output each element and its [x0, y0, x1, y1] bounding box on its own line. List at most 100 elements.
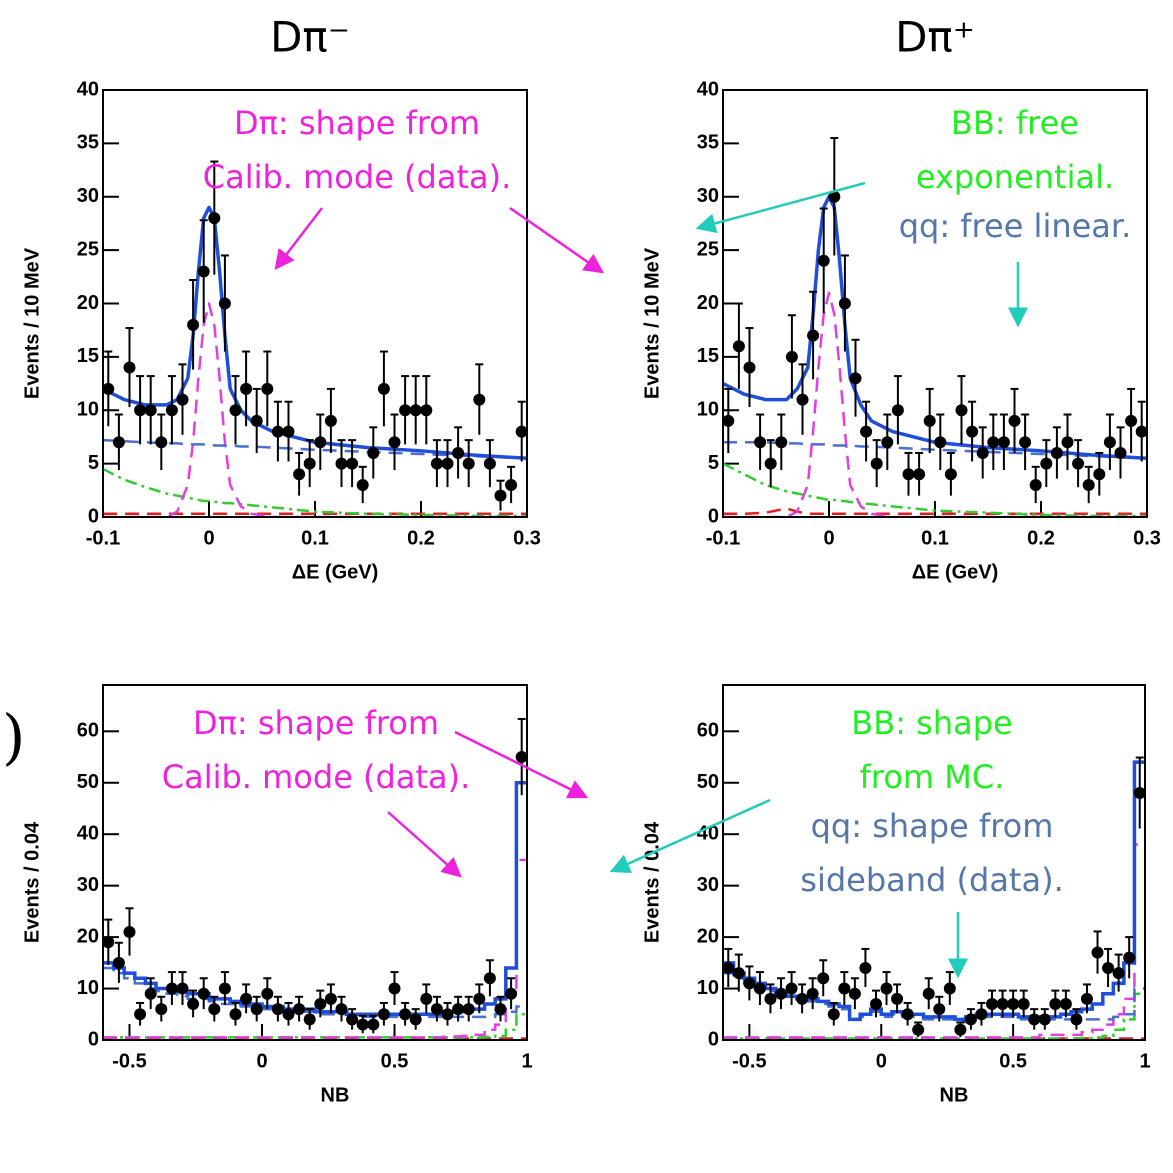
x-tick-label: 0.1 — [921, 527, 949, 549]
y-tick-label: 30 — [77, 185, 99, 207]
y-tick-label: 35 — [697, 132, 719, 154]
data-point — [723, 414, 735, 427]
data-point — [144, 404, 157, 417]
data-point — [764, 457, 777, 470]
data-point — [955, 404, 968, 417]
stray-text: ) — [2, 703, 25, 773]
data-point — [934, 436, 947, 449]
data-point — [1029, 478, 1042, 491]
data-point — [1103, 436, 1116, 449]
data-point — [271, 425, 284, 438]
data-point — [377, 1008, 390, 1021]
x-tick-label: 0.2 — [1027, 527, 1055, 549]
plot-frame — [722, 89, 1148, 518]
y-axis-label: Events / 0.04 — [21, 821, 43, 943]
annotation: Dπ: shape from — [234, 104, 480, 142]
annotation: qq: shape from — [811, 807, 1054, 845]
x-tick-label: 0 — [256, 1050, 267, 1072]
data-point — [505, 478, 518, 491]
data-point — [1028, 1013, 1041, 1026]
y-tick-label: 40 — [77, 78, 99, 100]
arrow — [695, 181, 866, 234]
data-point — [817, 254, 830, 267]
data-point — [303, 457, 316, 470]
data-point — [176, 393, 189, 406]
chart: 0 10 20 30 40 50 60 -0.5 0 0.5 1 NB Events / 0.04 BB:… — [641, 684, 1151, 1106]
data-point — [462, 457, 475, 470]
x-tick-label: -0.5 — [112, 1050, 146, 1072]
data-point — [282, 1008, 295, 1021]
data-point — [954, 1023, 967, 1036]
data-point — [430, 1003, 443, 1016]
data-point — [838, 982, 851, 995]
y-tick-label: 60 — [77, 720, 99, 742]
annotation: BB: shape — [851, 704, 1012, 742]
data-point — [515, 751, 527, 764]
data-point — [1017, 997, 1030, 1010]
x-tick-label: 1 — [1139, 1050, 1150, 1072]
fit-curve — [723, 441, 1147, 460]
data-point — [155, 1003, 168, 1016]
y-tick-label: 20 — [77, 925, 99, 947]
annotation: Dπ: shape from — [193, 704, 439, 742]
data-point — [473, 992, 486, 1005]
data-point — [807, 329, 820, 342]
data-point — [944, 468, 957, 481]
y-axis-label: Events / 10 MeV — [641, 247, 663, 399]
data-point — [293, 1003, 306, 1016]
data-point — [976, 446, 989, 459]
x-tick-label: 0 — [823, 527, 834, 549]
data-point — [849, 372, 862, 385]
data-point — [775, 436, 788, 449]
data-point — [515, 425, 527, 438]
arrow — [274, 207, 323, 270]
data-point — [870, 457, 883, 470]
y-tick-label: 50 — [697, 771, 719, 793]
y-tick-label: 20 — [77, 292, 99, 314]
data-point — [1091, 946, 1104, 959]
data-point — [1059, 997, 1072, 1010]
data-point — [377, 382, 390, 395]
data-point — [250, 1003, 263, 1016]
fit-curve — [723, 462, 1147, 517]
data-point — [494, 489, 507, 502]
annotation: Calib. mode (data). — [162, 758, 471, 796]
data-point — [1102, 961, 1115, 974]
data-point — [1070, 1013, 1083, 1026]
data-point — [134, 404, 147, 417]
y-tick-label: 50 — [77, 771, 99, 793]
chart: 0 10 20 30 40 50 60 -0.5 0 0.5 1 NB Events / 0.04 Dπ:… — [21, 684, 533, 1106]
annotation: sideband (data). — [800, 861, 1063, 899]
data-point — [388, 982, 401, 995]
data-point — [303, 1013, 316, 1026]
data-point — [134, 1008, 147, 1021]
data-point — [208, 1003, 221, 1016]
data-point — [996, 997, 1009, 1010]
data-point — [1135, 425, 1147, 438]
data-point — [923, 414, 936, 427]
x-tick-label: -0.5 — [732, 1050, 766, 1072]
annotation: qq: free linear. — [899, 207, 1132, 245]
data-point — [441, 1008, 454, 1021]
data-point — [208, 212, 221, 225]
data-point — [764, 992, 777, 1005]
arrow — [454, 730, 589, 799]
data-point — [753, 982, 766, 995]
y-tick-label: 25 — [697, 238, 719, 260]
data-point — [409, 404, 422, 417]
data-point — [240, 992, 253, 1005]
data-point — [796, 992, 809, 1005]
data-point — [848, 987, 861, 1000]
y-tick-label: 10 — [697, 399, 719, 421]
fit-curve — [103, 205, 527, 461]
data-point — [880, 982, 893, 995]
plot-frame — [722, 684, 1146, 1041]
data-point — [452, 446, 465, 459]
fit-curve — [103, 302, 527, 517]
data-point — [324, 992, 337, 1005]
x-tick-label: -0.1 — [86, 527, 120, 549]
data-point — [1072, 457, 1085, 470]
y-tick-label: 10 — [77, 399, 99, 421]
